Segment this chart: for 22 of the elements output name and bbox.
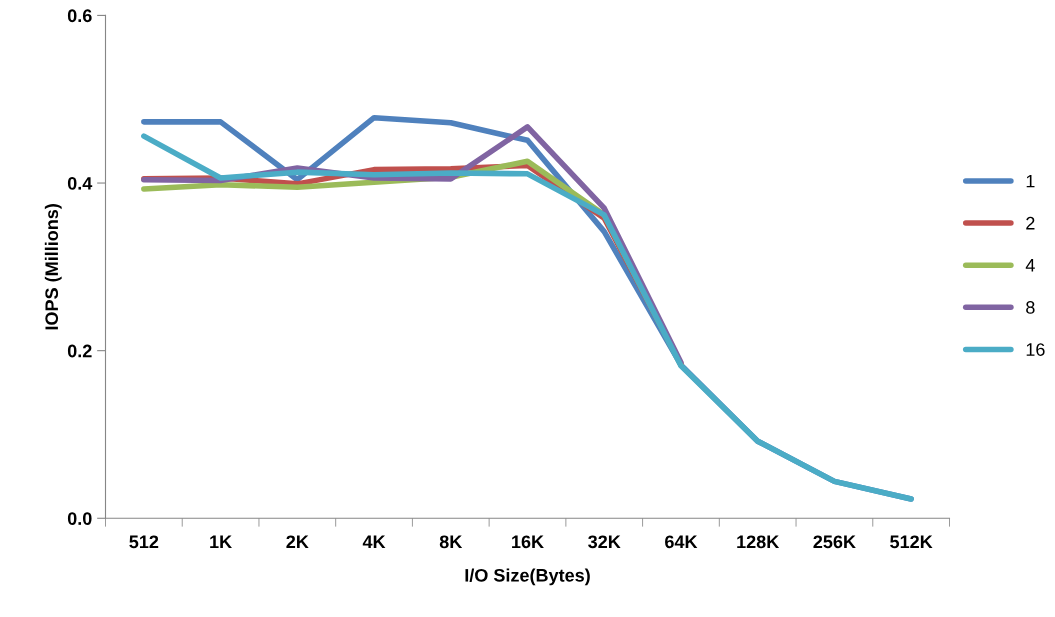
- x-axis-title: I/O Size(Bytes): [465, 568, 590, 586]
- x-tick-label: 32K: [588, 535, 621, 549]
- legend-label: 16: [1026, 343, 1045, 356]
- legend-label: 1: [1026, 174, 1035, 188]
- x-tick-label: 16K: [512, 535, 544, 549]
- x-tick-label: 1K: [210, 535, 232, 549]
- x-tick-label: 64K: [665, 535, 698, 549]
- x-tick-label: 8K: [439, 535, 463, 549]
- legend-label: 8: [1026, 301, 1035, 314]
- y-tick-label: 0.4: [67, 176, 93, 190]
- y-tick-label: 0.0: [67, 512, 92, 525]
- y-tick-label: 0.2: [67, 344, 92, 358]
- x-tick-label: 4K: [362, 535, 386, 549]
- x-tick-label: 512: [129, 535, 159, 549]
- x-tick-label: 2K: [286, 535, 309, 549]
- x-tick-label: 512K: [890, 535, 933, 549]
- y-axis-title: IOPS (Millions): [44, 204, 62, 330]
- legend-label: 2: [1026, 216, 1035, 230]
- legend-label: 4: [1025, 259, 1035, 272]
- x-tick-label: 128K: [737, 535, 780, 549]
- x-tick-label: 256K: [813, 535, 856, 549]
- y-tick-label: 0.6: [67, 9, 92, 23]
